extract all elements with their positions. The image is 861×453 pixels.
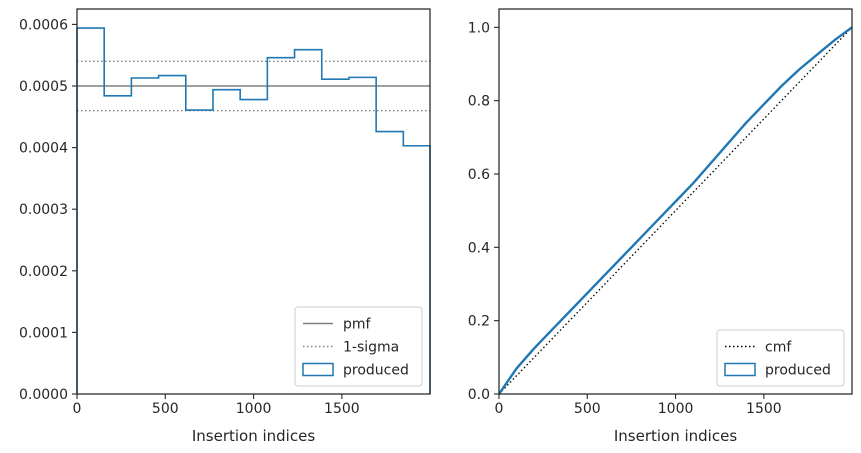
x-tick-label: 500 [574,401,601,417]
x-axis-label: Insertion indices [614,427,737,445]
axes-frame [76,8,431,395]
legend: cmf produced [716,329,845,387]
legend-label: cmf [765,340,792,356]
x-tick-label: 0 [495,401,504,417]
y-tick-label: 1.0 [468,20,490,36]
histogram-bar [104,96,131,394]
x-tick-label: 500 [152,401,179,417]
histogram-bar [213,90,240,394]
y-tick-label: 0.6 [468,167,490,183]
histogram-step [76,27,431,394]
x-tick-label: 0 [73,401,82,417]
histogram-bar [159,76,186,394]
x-tick-label: 1000 [658,401,694,417]
right-chart-panel: 0 500 1000 1500 0.0 0.2 0.4 0.6 0.8 1.0 Insertion … [468,8,853,445]
y-tick-label: 0.0004 [19,141,68,157]
legend-swatch [302,362,334,377]
y-tick-label: 0.4 [468,240,490,256]
legend-box [294,306,423,387]
legend-label: produced [343,363,409,379]
y-tick-label: 0.0006 [19,17,68,33]
x-tick-label: 1500 [324,401,360,417]
histogram-bar [77,28,104,394]
legend-label: pmf [343,317,372,333]
legend: pmf 1-sigma produced [294,306,423,387]
y-tick-label: 0.0005 [19,79,68,95]
left-chart-panel: 0 500 1000 1500 0.0000 0.0001 0.0002 0.0003 0.00… [19,8,431,445]
cmf-line [498,26,853,395]
y-tick-label: 0.0000 [19,387,68,403]
legend-label: produced [765,363,831,379]
histogram-bar [131,78,158,394]
legend-swatch [724,362,756,377]
histogram-bar [267,58,294,394]
x-tick-label: 1000 [236,401,272,417]
x-tick-label: 1500 [746,401,782,417]
y-tick-label: 0.0002 [19,264,68,280]
y-tick-label: 0.0003 [19,202,68,218]
histogram-bar [186,110,213,394]
legend-box [716,329,845,387]
y-tick-label: 0.2 [468,314,490,330]
y-tick-label: 0.0 [468,387,490,403]
x-axis-label: Insertion indices [192,427,315,445]
legend-label: 1-sigma [343,340,399,356]
histogram-bar [240,100,267,394]
y-tick-label: 0.8 [468,94,490,110]
axes-frame [498,8,853,395]
y-tick-label: 0.0001 [19,325,68,341]
